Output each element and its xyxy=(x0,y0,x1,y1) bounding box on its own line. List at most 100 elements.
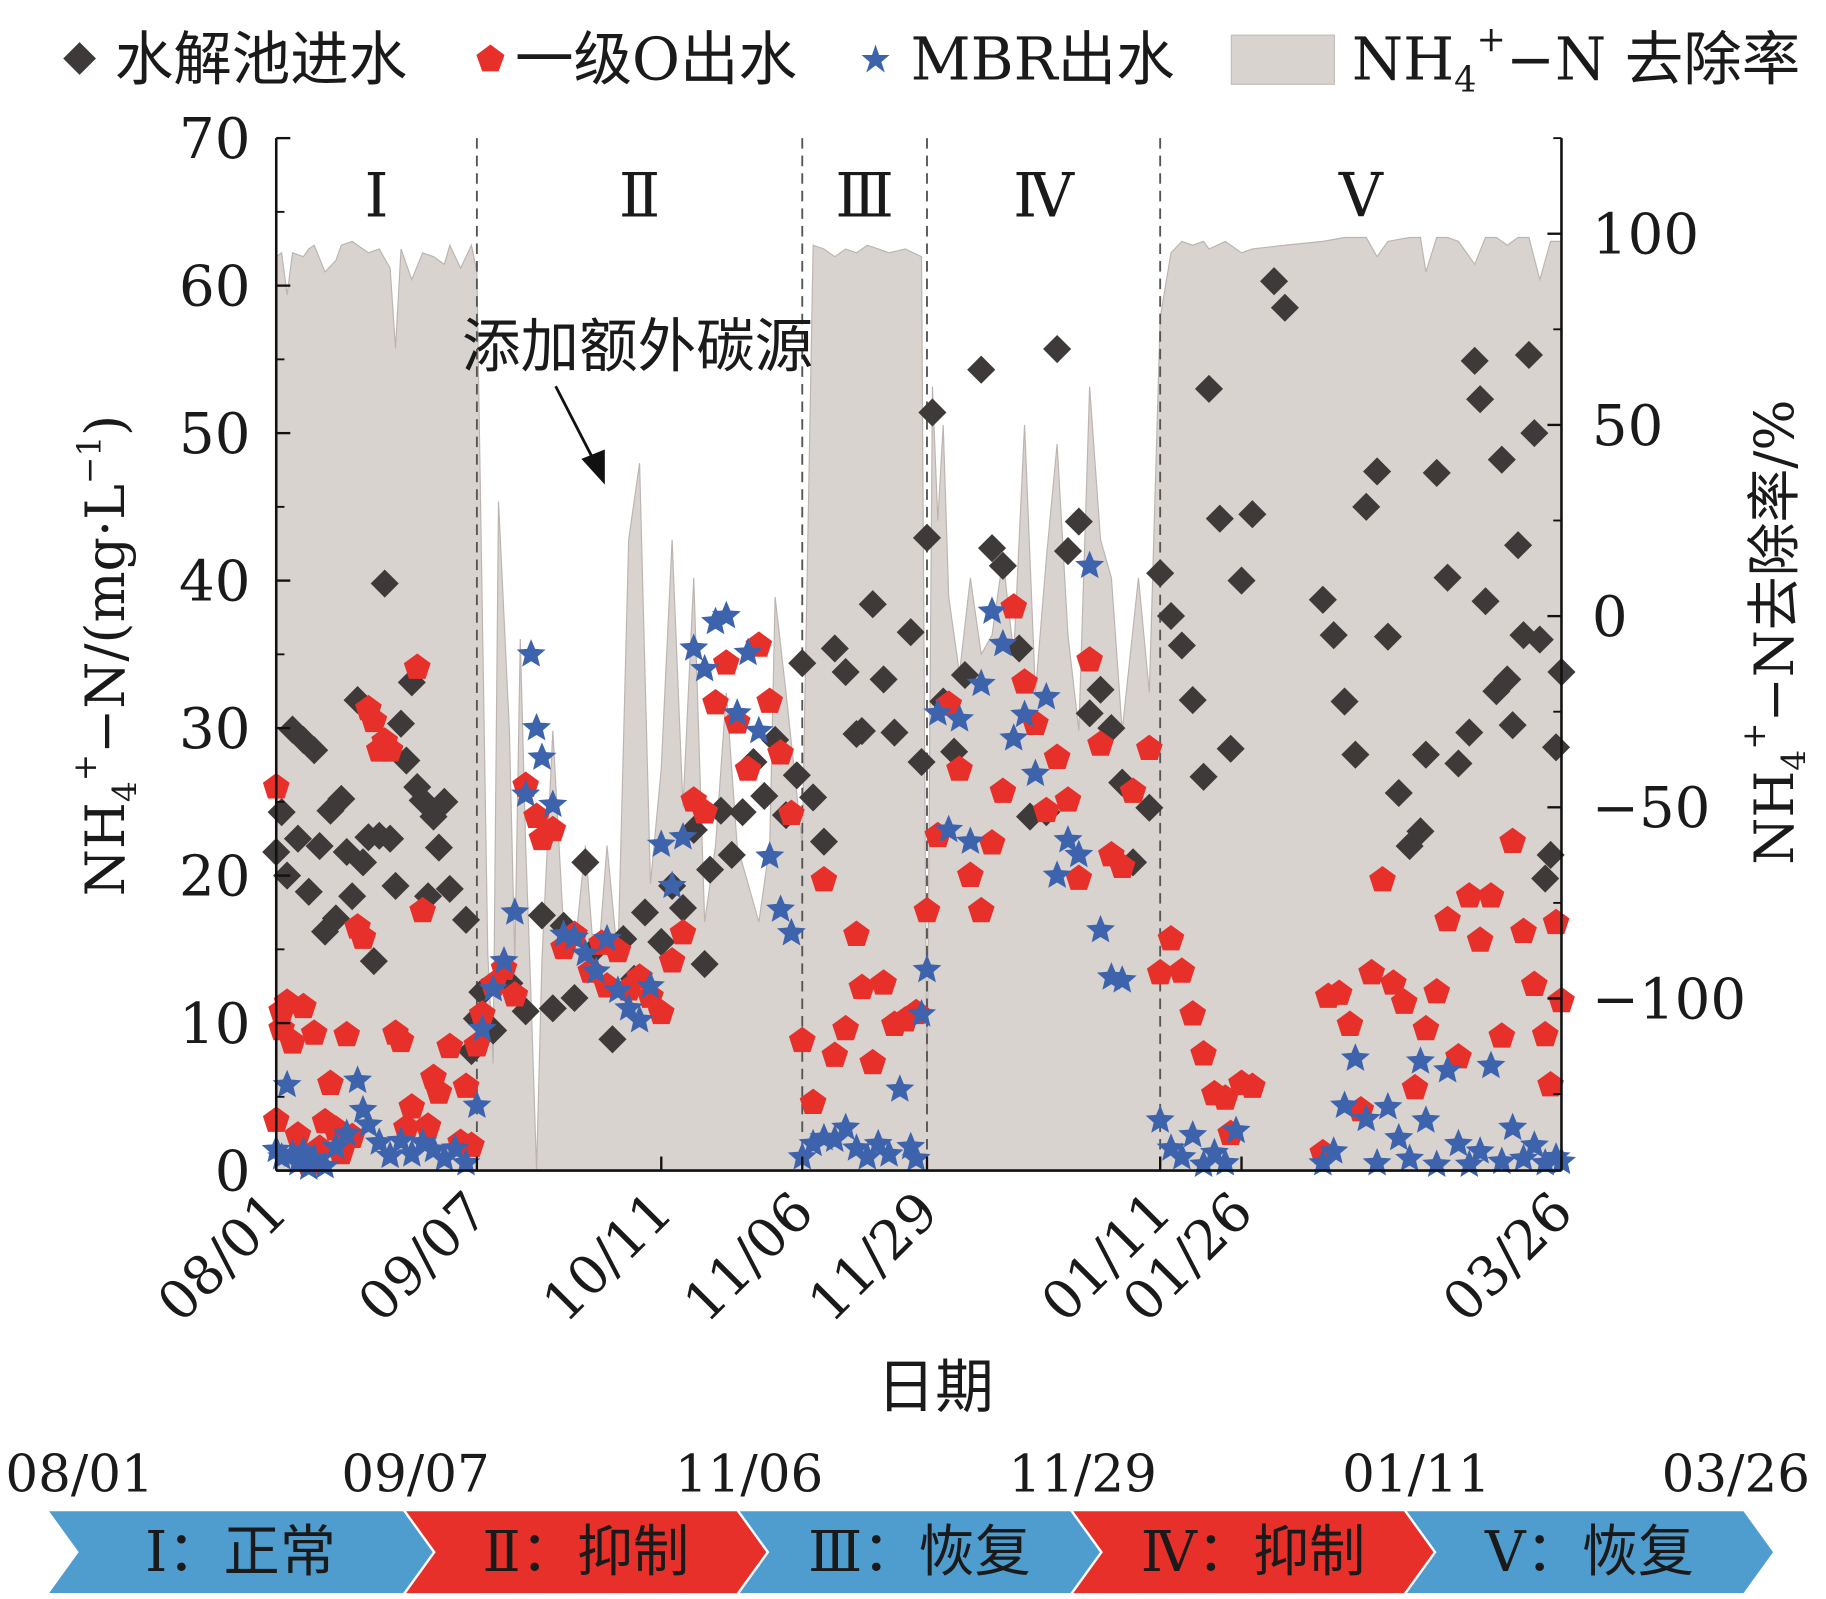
mbr-effluent-point xyxy=(1086,914,1116,943)
o-effluent-point xyxy=(778,799,805,826)
mbr-effluent-point xyxy=(1373,1091,1403,1120)
mbr-effluent-point xyxy=(1465,1136,1495,1164)
influent-point xyxy=(1531,864,1560,893)
mbr-effluent-point xyxy=(343,1065,373,1093)
annotation: 添加额外碳源 xyxy=(462,312,813,485)
mbr-effluent-point xyxy=(570,938,600,967)
mbr-effluent-point xyxy=(755,841,785,869)
influent-point xyxy=(1536,840,1565,869)
o-effluent-point xyxy=(1043,743,1071,769)
mbr-effluent-point xyxy=(934,814,964,843)
o-effluent-point xyxy=(436,1032,464,1059)
o-effluent-point xyxy=(398,1093,426,1119)
influent-point xyxy=(1498,711,1527,740)
influent-point xyxy=(717,840,746,869)
o-effluent-point xyxy=(1510,917,1537,944)
o-effluent-point xyxy=(376,736,404,762)
o-effluent-point xyxy=(1537,1070,1564,1097)
o-effluent-point xyxy=(1466,926,1494,952)
mbr-effluent-point xyxy=(1053,825,1083,853)
mbr-effluent-point xyxy=(625,1004,655,1033)
o-effluent-point xyxy=(1401,1073,1429,1100)
phase-label: Ⅳ xyxy=(1013,162,1075,232)
influent-point xyxy=(294,877,323,906)
o-effluent-point xyxy=(463,1031,491,1057)
influent-point xyxy=(1194,374,1224,403)
mbr-effluent-point xyxy=(1330,1090,1359,1119)
influent-point xyxy=(1514,340,1543,369)
o-effluent-point xyxy=(333,1020,361,1047)
influent-point xyxy=(967,355,996,384)
influent-point xyxy=(647,927,676,957)
influent-point xyxy=(869,665,898,694)
mbr-effluent-point xyxy=(657,870,687,899)
legend-diamond-marker xyxy=(63,42,96,75)
o-effluent-point xyxy=(523,802,550,828)
mbr-effluent-point xyxy=(1020,758,1050,787)
influent-point xyxy=(831,658,860,687)
mbr-effluent-point xyxy=(332,1118,362,1146)
o-effluent-point xyxy=(1325,979,1353,1005)
mbr-effluent-point xyxy=(516,639,546,667)
influent-point xyxy=(1525,625,1554,654)
influent-point xyxy=(305,832,334,861)
influent-point xyxy=(690,950,719,979)
mbr-effluent-point xyxy=(798,1128,828,1157)
right-tick-label: 0 xyxy=(1592,585,1628,650)
legend-item-mbr-effluent: MBR出水 xyxy=(861,26,1175,94)
mbr-effluent-point xyxy=(912,954,942,983)
o-effluent-point xyxy=(1445,1042,1472,1069)
mbr-effluent-point xyxy=(1443,1128,1473,1157)
o-effluent-point xyxy=(387,1026,415,1053)
mbr-effluent-point xyxy=(1010,699,1040,728)
influent-point xyxy=(978,534,1007,563)
influent-point xyxy=(782,761,811,790)
o-effluent-point xyxy=(279,1028,306,1054)
o-effluent-point xyxy=(1238,1072,1266,1098)
mbr-effluent-point xyxy=(1433,1055,1463,1083)
timeline-date: 09/07 xyxy=(341,1444,489,1504)
mbr-effluent-point xyxy=(945,703,974,732)
influent-point xyxy=(1384,778,1413,808)
x-tick-label: 11/06 xyxy=(671,1180,825,1334)
influent-point xyxy=(1178,686,1207,715)
mbr-effluent-point xyxy=(966,668,996,697)
legend-star-marker xyxy=(861,44,890,73)
influent-point xyxy=(1504,531,1533,560)
o-effluent-point xyxy=(1358,958,1386,985)
influent-point xyxy=(359,947,388,976)
influent-point xyxy=(376,824,405,853)
x-tick-label: 11/29 xyxy=(796,1180,950,1334)
x-tick-label: 03/26 xyxy=(1430,1180,1584,1334)
o-effluent-point xyxy=(468,1000,496,1026)
influent-point xyxy=(571,848,600,877)
o-effluent-point xyxy=(1054,786,1082,812)
influent-point xyxy=(1189,762,1218,791)
o-effluent-point xyxy=(1531,1020,1559,1047)
legend-item-influent: 水解池进水 xyxy=(63,26,407,94)
mbr-effluent-point xyxy=(527,742,557,770)
o-effluent-point xyxy=(1011,668,1039,694)
o-effluent-point xyxy=(658,947,686,973)
mbr-effluent-point xyxy=(397,1139,427,1167)
influent-point xyxy=(1167,631,1196,660)
o-effluent-point xyxy=(1157,924,1185,951)
o-effluent-point xyxy=(669,919,697,945)
mbr-effluent-point xyxy=(364,1127,394,1155)
influent-point xyxy=(1363,457,1392,486)
o-effluent-point xyxy=(403,653,431,679)
legend-pentagon-marker xyxy=(476,44,505,72)
timeline-segment-label: Ⅰ：正常 xyxy=(145,1520,336,1585)
mbr-effluent-point xyxy=(592,923,622,952)
timeline-date: 11/06 xyxy=(675,1444,823,1504)
influent-point xyxy=(430,787,459,816)
o-effluent-point xyxy=(1488,1022,1516,1048)
mbr-effluent-point xyxy=(988,628,1018,657)
influent-point xyxy=(1341,740,1370,769)
annotation-label: 添加额外碳源 xyxy=(462,312,813,380)
mbr-effluent-point xyxy=(722,698,752,726)
mbr-effluent-point xyxy=(955,826,985,854)
mbr-effluent-point xyxy=(733,637,763,666)
